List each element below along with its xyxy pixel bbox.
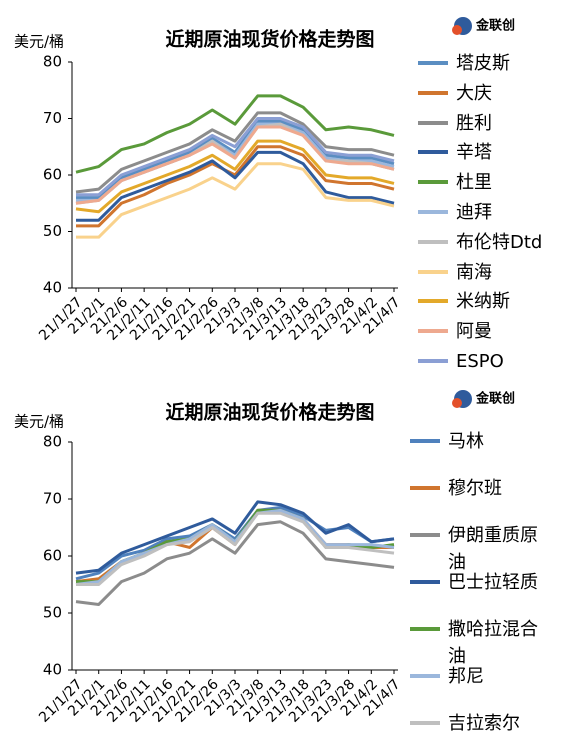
- series-line: [76, 162, 395, 239]
- series-line: [76, 117, 395, 197]
- legend-label: 塔皮斯: [456, 53, 510, 74]
- legend-swatch: [410, 580, 440, 584]
- y-tick-label: 70: [43, 109, 62, 127]
- legend-label: ESPO: [456, 351, 504, 372]
- legend-swatch: [410, 439, 440, 443]
- y-tick-label: 50: [43, 604, 62, 622]
- legend-item: 胜利: [418, 110, 568, 137]
- legend-label: 布伦特Dtd: [456, 231, 543, 253]
- logo-icon: [452, 25, 462, 35]
- legend-item: 邦尼: [410, 663, 560, 690]
- legend-item: 巴士拉轻质: [410, 569, 560, 596]
- y-axis-label: 美元/桶: [14, 33, 64, 51]
- y-tick-label: 70: [43, 490, 62, 508]
- legend-label: 迪拜: [456, 202, 492, 223]
- series-line: [75, 520, 395, 606]
- legend-label: 吉拉索尔: [448, 713, 520, 734]
- legend-label: 胜利: [456, 112, 492, 134]
- legend-item: 大庆: [418, 80, 568, 107]
- legend-item: 迪拜: [418, 199, 568, 226]
- legend-item: 塔皮斯: [418, 50, 568, 77]
- legend-label: 阿曼: [456, 321, 492, 343]
- legend-label: 穆尔班: [448, 478, 502, 499]
- legend-swatch: [418, 61, 448, 65]
- y-tick-label: 60: [43, 547, 62, 565]
- legend-swatch: [418, 359, 448, 363]
- y-tick-label: 40: [43, 661, 62, 679]
- legend-swatch: [418, 269, 448, 274]
- y-tick-label: 40: [43, 279, 62, 297]
- legend-item: 撒哈拉混合油: [410, 616, 560, 670]
- legend-label: 伊朗重质原油: [448, 525, 538, 573]
- legend-label: 大庆: [456, 82, 492, 104]
- legend-swatch: [410, 674, 440, 678]
- legend-item: 杜里: [418, 169, 568, 196]
- legend-label: 马林: [448, 431, 484, 452]
- legend-swatch: [418, 299, 448, 304]
- legend-swatch: [410, 486, 440, 490]
- legend-item: 南海: [418, 259, 568, 286]
- legend-swatch: [418, 90, 448, 95]
- legend-label: 杜里: [456, 172, 492, 194]
- series-line: [75, 508, 395, 586]
- y-tick-label: 80: [43, 53, 62, 71]
- legend-item: 伊朗重质原油: [410, 522, 560, 576]
- series-line: [75, 139, 395, 214]
- chart-title: 近期原油现货价格走势图: [165, 28, 374, 51]
- legend-label: 撒哈拉混合油: [448, 619, 538, 667]
- legend-label: 邦尼: [448, 666, 484, 687]
- y-axis-label: 美元/桶: [14, 413, 64, 431]
- legend-item: 吉拉索尔: [410, 710, 560, 737]
- series-line: [76, 511, 395, 586]
- legend-label: 米纳斯: [456, 291, 510, 313]
- series-line: [76, 145, 395, 228]
- legend-swatch: [410, 533, 440, 537]
- legend-label: 辛塔: [456, 142, 492, 164]
- logo: 金联创: [475, 391, 515, 407]
- legend-item: 辛塔: [418, 139, 568, 166]
- legend-item: 穆尔班: [410, 475, 560, 502]
- legend-item: 米纳斯: [418, 288, 568, 315]
- legend-swatch: [418, 120, 448, 125]
- legend-item: 马林: [410, 428, 560, 455]
- legend-swatch: [410, 721, 440, 725]
- legend-swatch: [418, 239, 448, 244]
- y-tick-label: 50: [43, 222, 62, 240]
- legend-swatch: [418, 180, 448, 185]
- legend-swatch: [418, 150, 448, 155]
- legend-item: 阿曼: [418, 318, 568, 345]
- chart-title: 近期原油现货价格走势图: [165, 401, 374, 424]
- series-line: [75, 94, 395, 174]
- series-line: [75, 111, 395, 194]
- series-line: [76, 150, 395, 222]
- legend-swatch: [418, 210, 448, 214]
- legend-swatch: [418, 329, 448, 334]
- legend-item: 布伦特Dtd: [418, 229, 568, 256]
- series-line: [76, 119, 395, 200]
- series-line: [75, 500, 395, 575]
- logo-icon: [452, 398, 462, 408]
- legend-label: 巴士拉轻质: [448, 572, 538, 593]
- legend-swatch: [410, 627, 440, 631]
- legend-item: ESPO: [418, 348, 568, 375]
- series-line: [75, 125, 395, 205]
- y-tick-label: 60: [43, 166, 62, 184]
- logo: 金联创: [475, 18, 515, 34]
- y-tick-label: 80: [43, 433, 62, 451]
- legend-label: 南海: [456, 261, 492, 283]
